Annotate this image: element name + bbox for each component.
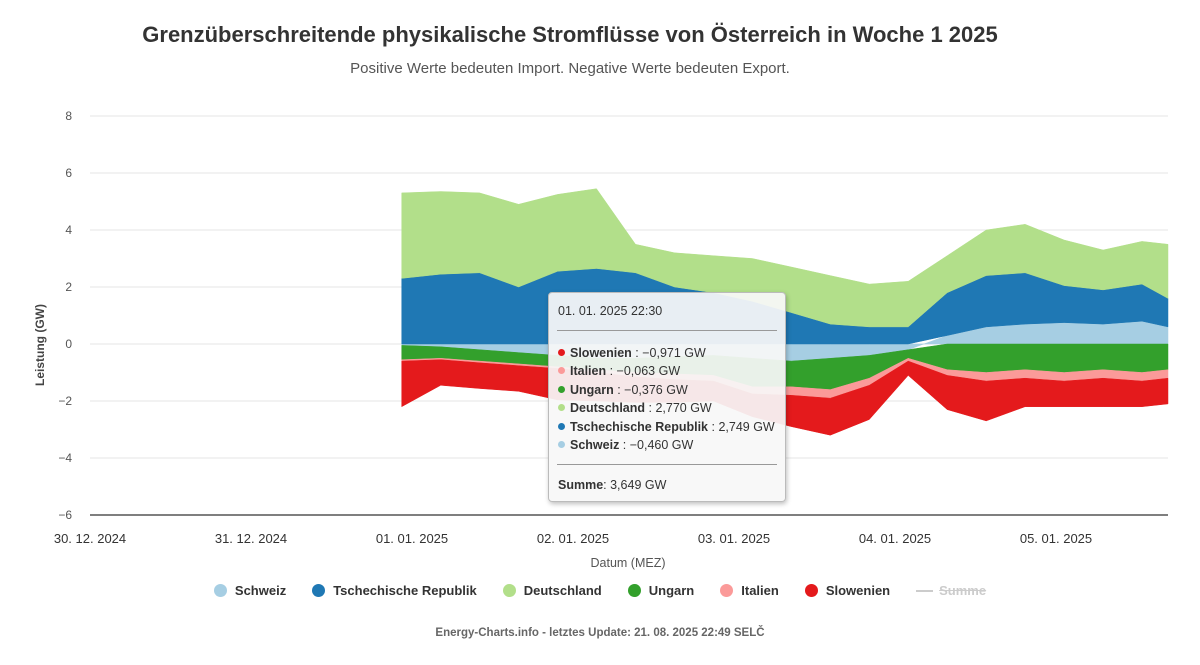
x-axis-title: Datum (MEZ) bbox=[591, 556, 666, 570]
x-tick-label: 30. 12. 2024 bbox=[54, 531, 126, 546]
legend-label: Ungarn bbox=[648, 583, 695, 598]
tooltip-sum: Summe: 3,649 GW bbox=[558, 478, 667, 492]
tooltip-row-name: Schweiz bbox=[570, 437, 620, 452]
tooltip-sum-value: 3,649 GW bbox=[610, 478, 667, 492]
legend-item-italien[interactable]: Italien bbox=[720, 583, 779, 598]
area-deutschland bbox=[401, 188, 1169, 328]
chart-subtitle: Positive Werte bedeuten Import. Negative… bbox=[350, 60, 790, 77]
x-tick-label: 01. 01. 2025 bbox=[376, 531, 448, 546]
legend-label: Slowenien bbox=[825, 583, 891, 598]
footer-source[interactable]: Energy-Charts.info - letztes Update: 21.… bbox=[435, 627, 765, 639]
tooltip-dot-icon bbox=[558, 367, 565, 375]
tooltip-header: 01. 01. 2025 22:30 bbox=[558, 304, 663, 318]
tooltip-row-name: Deutschland bbox=[570, 401, 646, 416]
legend-label: Summe bbox=[939, 583, 987, 598]
tooltip-row: Italien : −0,063 GW bbox=[558, 362, 775, 380]
y-axis-title: Leistung (GW) bbox=[33, 304, 47, 386]
y-tick-label: −4 bbox=[58, 451, 72, 465]
tooltip-row: Schweiz : −0,460 GW bbox=[558, 436, 775, 454]
x-tick-label: 31. 12. 2024 bbox=[215, 531, 287, 546]
legend-item-schweiz[interactable]: Schweiz bbox=[213, 583, 287, 598]
legend-dot-icon bbox=[312, 584, 326, 597]
tooltip-row-name: Ungarn bbox=[570, 382, 614, 397]
legend-label: Italien bbox=[741, 583, 779, 598]
y-tick-label: 6 bbox=[65, 166, 72, 180]
tooltip-row-value: −0,460 GW bbox=[629, 437, 694, 452]
chart-legend: Schweiz Tschechische Republik Deutschland U… bbox=[0, 583, 1200, 598]
legend-dot-icon bbox=[213, 584, 227, 597]
legend-dot-icon bbox=[804, 584, 818, 597]
tooltip-row: Deutschland : 2,770 GW bbox=[558, 399, 775, 417]
tooltip-row-name: Tschechische Republik bbox=[570, 419, 709, 434]
tooltip-rows: Slowenien : −0,971 GW Italien : −0,063 GW… bbox=[558, 344, 775, 454]
legend-item-ungarn[interactable]: Ungarn bbox=[627, 583, 695, 598]
y-tick-label: 8 bbox=[65, 109, 72, 123]
tooltip-row-value: −0,376 GW bbox=[624, 382, 688, 397]
chart-title: Grenzüberschreitende physikalische Strom… bbox=[142, 22, 998, 47]
tooltip-dot-icon bbox=[558, 422, 565, 430]
tooltip-dot-icon bbox=[558, 440, 565, 448]
tooltip-sum-label: Summe bbox=[558, 478, 604, 492]
y-tick-label: −2 bbox=[58, 394, 72, 408]
legend-label: Schweiz bbox=[234, 583, 287, 598]
tooltip-row: Ungarn : −0,376 GW bbox=[558, 381, 775, 399]
tooltip-row-name: Slowenien bbox=[570, 346, 632, 360]
y-tick-label: 0 bbox=[65, 337, 72, 351]
tooltip-dot-icon bbox=[558, 404, 565, 412]
legend-item-slowenien[interactable]: Slowenien bbox=[804, 583, 891, 598]
legend-line-icon bbox=[916, 589, 934, 592]
y-tick-label: 2 bbox=[65, 280, 72, 294]
legend-item-deutschland[interactable]: Deutschland bbox=[502, 583, 602, 598]
tooltip-dot-icon bbox=[558, 349, 565, 356]
tooltip-divider bbox=[557, 464, 777, 465]
legend-dot-icon bbox=[627, 584, 641, 597]
tooltip-row-name: Italien bbox=[570, 364, 607, 379]
x-tick-label: 05. 01. 2025 bbox=[1020, 531, 1092, 546]
tooltip-divider bbox=[557, 330, 777, 331]
x-tick-label: 02. 01. 2025 bbox=[537, 531, 609, 546]
legend-dot-icon bbox=[720, 584, 734, 597]
tooltip-row-value: 2,770 GW bbox=[655, 401, 712, 416]
x-tick-label: 04. 01. 2025 bbox=[859, 531, 931, 546]
tooltip-row: Tschechische Republik : 2,749 GW bbox=[558, 418, 775, 436]
legend-item-summe[interactable]: Summe bbox=[916, 583, 986, 598]
chart-tooltip: 01. 01. 2025 22:30 Slowenien : −0,971 GW… bbox=[548, 292, 786, 502]
tooltip-row-value: −0,971 GW bbox=[642, 346, 706, 360]
legend-dot-icon bbox=[502, 584, 516, 597]
y-tick-label: −6 bbox=[58, 508, 72, 522]
tooltip-row-value: −0,063 GW bbox=[616, 364, 681, 379]
legend-item-tschechische-republik[interactable]: Tschechische Republik bbox=[312, 583, 477, 598]
tooltip-row: Slowenien : −0,971 GW bbox=[558, 344, 775, 362]
y-tick-label: 4 bbox=[65, 223, 72, 237]
legend-label: Deutschland bbox=[523, 583, 602, 598]
tooltip-dot-icon bbox=[558, 385, 565, 393]
tooltip-row-value: 2,749 GW bbox=[718, 419, 775, 434]
x-tick-label: 03. 01. 2025 bbox=[698, 531, 770, 546]
legend-label: Tschechische Republik bbox=[333, 583, 477, 598]
